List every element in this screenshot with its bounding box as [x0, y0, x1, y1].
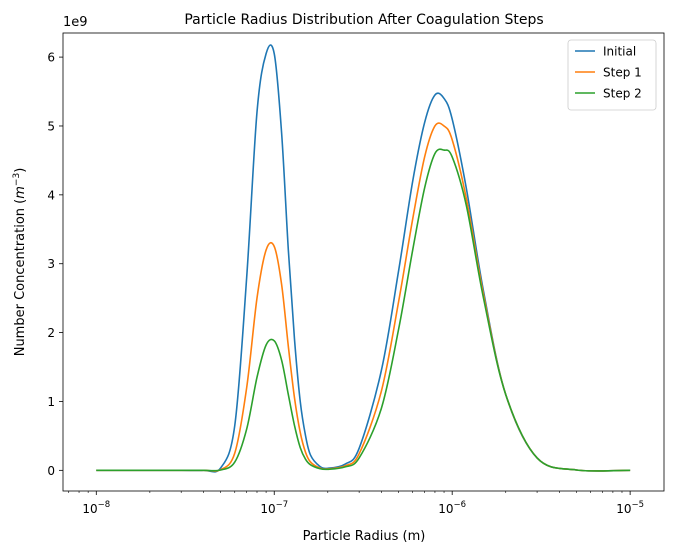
y-axis-label: Number Concentration (m−3) — [12, 168, 28, 357]
series-line-2 — [96, 122, 631, 472]
x-tick-label-base: 10 — [438, 502, 453, 516]
x-tick-label-exp: −7 — [276, 500, 289, 510]
y-tick-label: 5 — [47, 119, 55, 133]
y-axis-label-prefix: Number Concentration ( — [13, 199, 28, 357]
x-tick-label: 10−8 — [82, 500, 110, 516]
x-tick-label: 10−6 — [438, 500, 466, 516]
y-axis-multiplier: 1e9 — [63, 15, 88, 30]
axes-frame — [62, 32, 665, 492]
x-tick-label-base: 10 — [82, 502, 97, 516]
y-tick-label: 2 — [47, 326, 55, 340]
y-axis-label-unit: m — [13, 186, 28, 199]
x-tick-label: 10−5 — [616, 500, 644, 516]
series-layer — [96, 44, 631, 473]
x-tick-label-exp: −8 — [98, 500, 111, 510]
x-tick-label: 10−7 — [260, 500, 288, 516]
y-axis-ticks: 0 1 2 3 4 5 6 — [47, 51, 63, 478]
legend-label-2: Step 1 — [603, 66, 642, 80]
x-tick-label-base: 10 — [616, 502, 631, 516]
series-line-1 — [96, 44, 631, 473]
x-tick-label-base: 10 — [260, 502, 275, 516]
legend-label-3: Step 2 — [603, 87, 642, 101]
legend: Initial Step 1 Step 2 — [567, 39, 657, 111]
y-tick-label: 4 — [47, 188, 55, 202]
x-axis-ticks: 10−8 10−7 10−6 10−5 — [68, 491, 644, 516]
y-axis-label-suffix: ) — [13, 168, 28, 173]
y-axis-label-exp: −3 — [12, 173, 22, 186]
y-tick-label: 0 — [47, 464, 55, 478]
chart-title: Particle Radius Distribution After Coagu… — [184, 12, 543, 28]
y-tick-label: 1 — [47, 395, 55, 409]
plot-area — [62, 32, 665, 492]
x-tick-label-exp: −5 — [632, 500, 645, 510]
y-tick-label: 3 — [47, 257, 55, 271]
y-tick-label: 6 — [47, 51, 55, 65]
series-line-3 — [96, 148, 631, 472]
x-tick-label-exp: −6 — [454, 500, 467, 510]
x-axis-label: Particle Radius (m) — [303, 529, 426, 544]
legend-label-1: Initial — [603, 45, 636, 59]
